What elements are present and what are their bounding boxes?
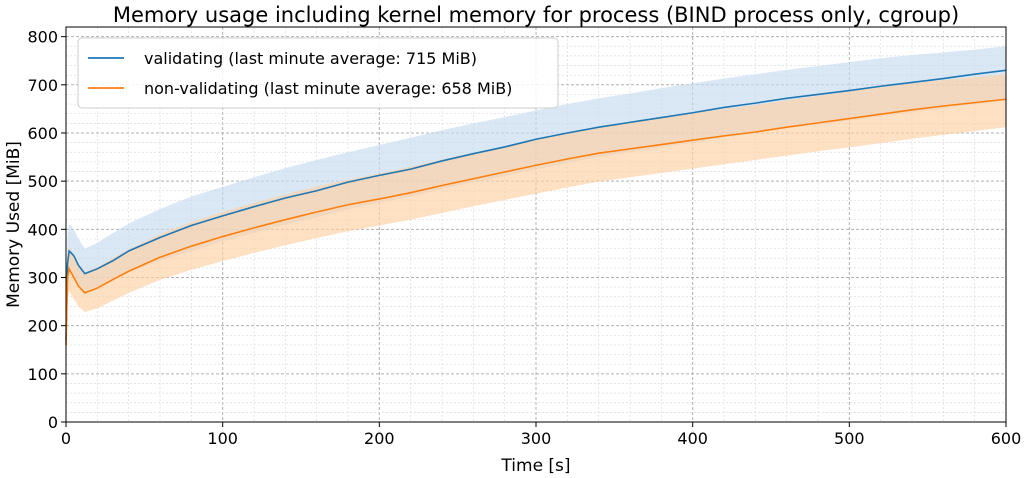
y-tick-label: 100: [27, 365, 58, 384]
x-tick-label: 200: [364, 429, 395, 448]
x-tick-label: 0: [61, 429, 71, 448]
y-axis-label: Memory Used [MiB]: [4, 141, 24, 308]
legend: validating (last minute average: 715 MiB…: [77, 37, 559, 109]
y-tick-label: 800: [27, 28, 58, 47]
x-tick-label: 100: [207, 429, 238, 448]
y-tick-label: 200: [27, 317, 58, 336]
x-axis-label: Time [s]: [500, 456, 570, 476]
x-tick-label: 600: [991, 429, 1022, 448]
y-tick-label: 400: [27, 220, 58, 239]
y-tick-label: 700: [27, 76, 58, 95]
x-tick-label: 500: [834, 429, 865, 448]
y-tick-label: 500: [27, 172, 58, 191]
y-tick-label: 600: [27, 124, 58, 143]
y-tick-label: 300: [27, 268, 58, 287]
x-tick-label: 400: [677, 429, 708, 448]
chart-title: Memory usage including kernel memory for…: [113, 3, 959, 27]
series-0-line: [65, 69, 1007, 341]
axis-ticks: 0 100 200 300 400 500 600 0 100 200 300 400 500 600 70…: [27, 28, 1021, 448]
series-1-line: [65, 98, 1007, 345]
series-1-band: [66, 74, 1006, 365]
legend-box: [77, 37, 559, 109]
series-lines: [65, 69, 1007, 345]
y-tick-label: 0: [48, 413, 58, 432]
legend-entry-1: non-validating (last minute average: 658…: [144, 79, 512, 98]
x-tick-label: 300: [521, 429, 552, 448]
confidence-bands: [66, 46, 1006, 365]
legend-entry-0: validating (last minute average: 715 MiB…: [144, 49, 477, 68]
